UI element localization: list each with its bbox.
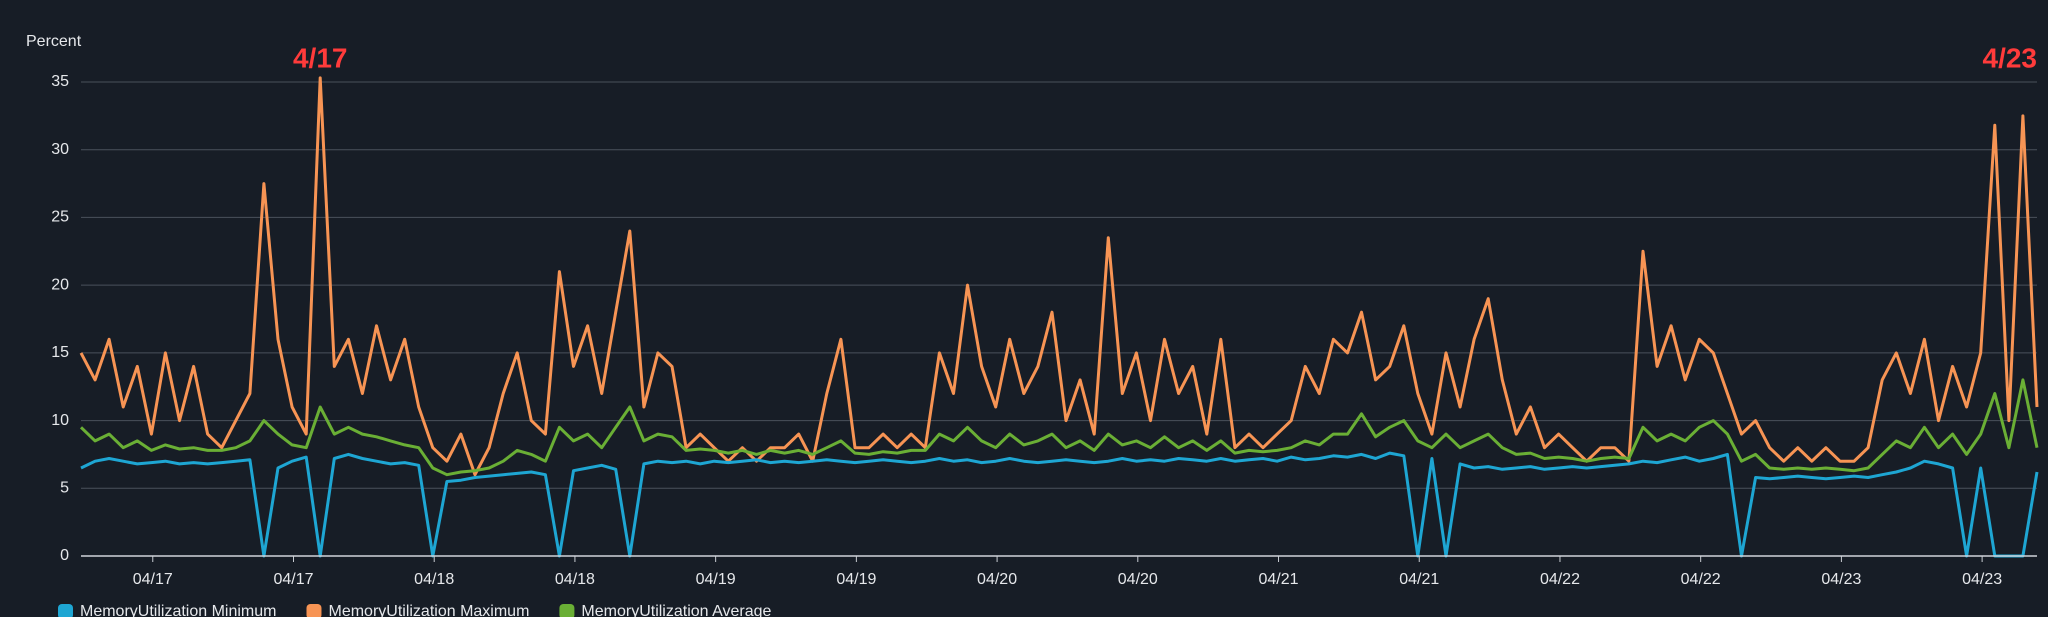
y-tick-label: 15 xyxy=(51,344,69,361)
y-tick-label: 5 xyxy=(60,480,69,497)
y-tick-label: 30 xyxy=(51,141,69,158)
x-tick-label: 04/18 xyxy=(555,571,595,588)
legend-label: MemoryUtilization Average xyxy=(581,603,771,617)
x-tick-label: 04/20 xyxy=(977,571,1017,588)
y-tick-label: 0 xyxy=(60,547,69,564)
y-axis-label: Percent xyxy=(26,33,82,50)
x-tick-label: 04/22 xyxy=(1540,571,1580,588)
legend-swatch xyxy=(306,604,322,617)
x-tick-label: 04/21 xyxy=(1258,571,1298,588)
legend-swatch xyxy=(559,604,575,617)
x-tick-label: 04/17 xyxy=(133,571,173,588)
x-tick-label: 04/17 xyxy=(273,571,313,588)
x-tick-label: 04/18 xyxy=(414,571,454,588)
x-tick-label: 04/22 xyxy=(1681,571,1721,588)
annotation: 4/17 xyxy=(293,42,348,73)
annotation: 4/23 xyxy=(1983,42,2038,73)
legend-label: MemoryUtilization Minimum xyxy=(80,603,276,617)
series-line xyxy=(79,76,2039,477)
legend-swatch xyxy=(58,604,73,617)
y-tick-label: 25 xyxy=(51,209,69,226)
legend-label: MemoryUtilization Maximum xyxy=(328,603,529,617)
x-tick-label: 04/23 xyxy=(1962,571,2002,588)
y-tick-label: 10 xyxy=(51,412,69,429)
x-tick-label: 04/19 xyxy=(696,571,736,588)
series-line xyxy=(79,378,2039,477)
series-line xyxy=(80,451,2039,558)
x-tick-label: 04/21 xyxy=(1399,571,1439,588)
y-tick-label: 35 xyxy=(51,73,69,90)
y-tick-label: 20 xyxy=(51,276,69,293)
x-tick-label: 04/19 xyxy=(836,571,876,588)
x-tick-label: 04/23 xyxy=(1821,571,1861,588)
x-tick-label: 04/20 xyxy=(1118,571,1158,588)
